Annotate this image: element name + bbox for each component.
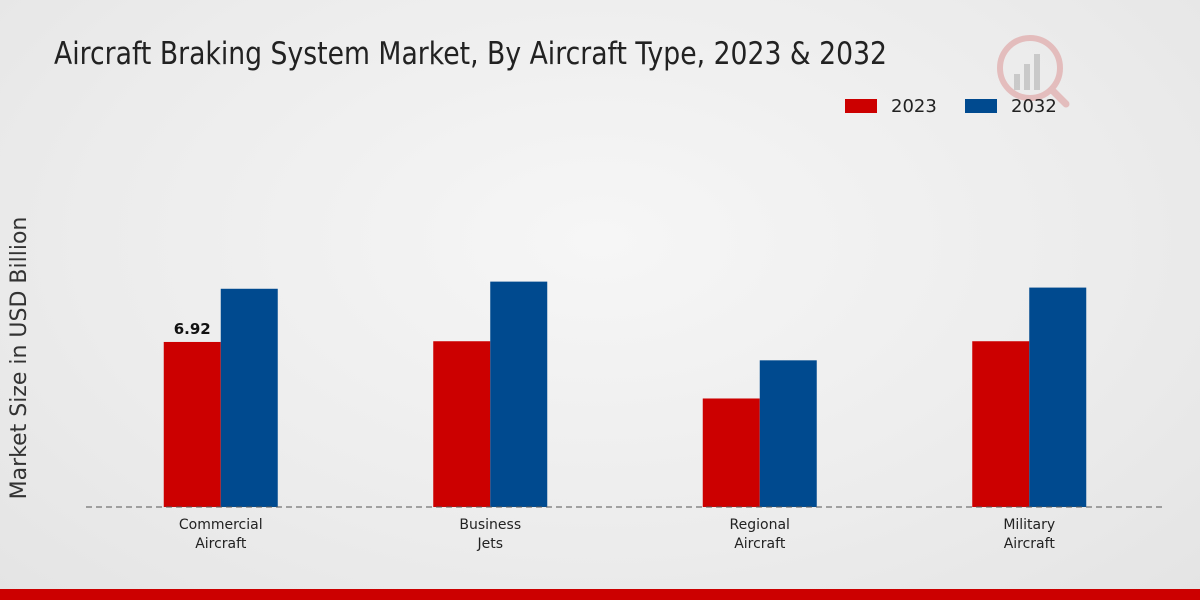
bar-2023-2 bbox=[702, 398, 760, 507]
legend-swatch-2023 bbox=[845, 99, 877, 113]
chart-title: Aircraft Braking System Market, By Aircr… bbox=[54, 36, 888, 72]
data-label-0: 6.92 bbox=[174, 320, 211, 338]
bar-2032-2 bbox=[759, 360, 817, 507]
legend-swatch-2032 bbox=[965, 99, 997, 113]
legend-label-2032: 2032 bbox=[1011, 96, 1057, 117]
legend-label-2023: 2023 bbox=[891, 96, 937, 117]
bottom-accent-bar bbox=[0, 589, 1200, 600]
x-tick-label-0: Commercial Aircraft bbox=[179, 517, 263, 552]
x-tick-label-3: Military Aircraft bbox=[1003, 517, 1055, 552]
x-tick-label-2: Regional Aircraft bbox=[730, 517, 790, 552]
bar-2023-0 bbox=[163, 341, 221, 507]
y-axis-label: Market Size in USD Billion bbox=[7, 217, 32, 500]
bar-2023-3 bbox=[972, 341, 1030, 507]
bar-2032-0 bbox=[220, 288, 278, 507]
bar-2032-3 bbox=[1029, 287, 1087, 507]
bar-2032-1 bbox=[490, 281, 548, 507]
x-tick-label-1: Business Jets bbox=[459, 517, 521, 552]
bar-2023-1 bbox=[433, 341, 491, 507]
watermark-logo-icon bbox=[997, 35, 1070, 108]
